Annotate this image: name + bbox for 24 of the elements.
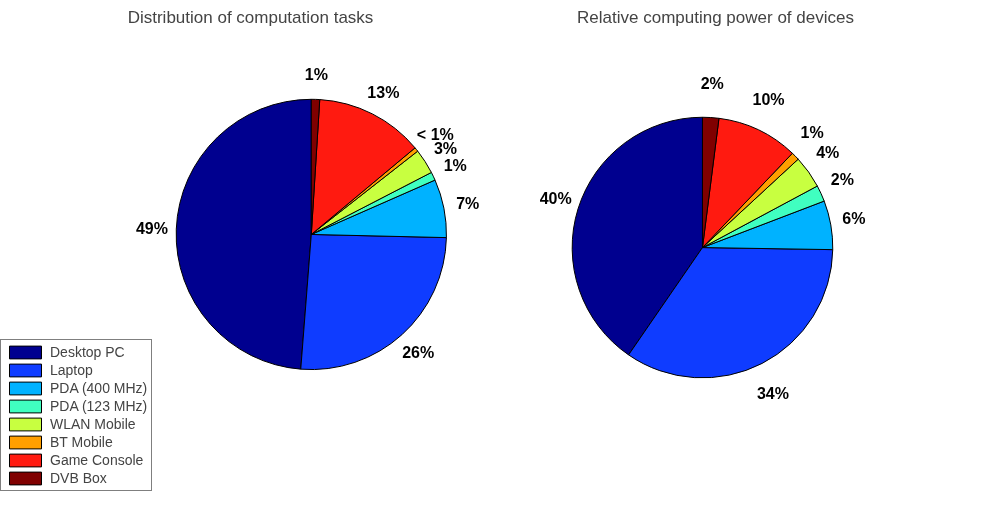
data-label: 1%	[304, 66, 328, 84]
chart-title: Relative computing power of devices	[577, 7, 854, 27]
data-label: 2%	[700, 74, 724, 92]
data-label: 6%	[842, 210, 866, 228]
legend-label: DVB Box	[50, 470, 107, 486]
legend-label: BT Mobile	[50, 434, 113, 450]
data-label: 7%	[456, 194, 480, 212]
data-label: 40%	[539, 190, 572, 208]
legend-label: Laptop	[50, 362, 93, 378]
legend-label: Desktop PC	[50, 344, 125, 360]
data-label: 2%	[830, 170, 854, 188]
data-label: 49%	[135, 219, 168, 237]
data-label: 10%	[752, 90, 785, 108]
data-label: 1%	[443, 157, 467, 175]
data-label: 34%	[756, 385, 789, 403]
data-label: 26%	[402, 344, 435, 362]
legend-label: PDA (123 MHz)	[50, 398, 148, 414]
chart-title: Distribution of computation tasks	[127, 7, 374, 27]
data-label: 13%	[367, 83, 400, 101]
legend-label: WLAN Mobile	[50, 416, 136, 432]
data-label: 4%	[816, 143, 840, 161]
legend-label: PDA (400 MHz)	[50, 380, 148, 396]
data-label: 1%	[800, 123, 824, 141]
legend-label: Game Console	[50, 452, 144, 468]
